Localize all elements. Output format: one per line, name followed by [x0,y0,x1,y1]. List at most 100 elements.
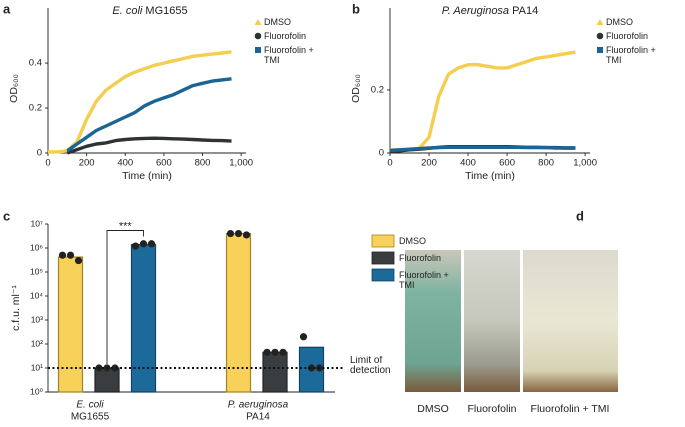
y-tick-label: 10³ [31,314,43,324]
photo-fluorofolin-tmi [523,250,618,392]
legend-label: Fluorofolin + TMI [264,45,314,65]
significance-bracket [106,230,144,364]
legend-swatch [371,234,395,248]
replicate-point [299,333,308,341]
legend-label: Fluorofolin [264,31,307,41]
legend-label-box: Fluorofolin + TMI [399,270,449,290]
x-tick-label: 1,000 [573,158,597,169]
photo-dmso [405,250,461,392]
y-tick-label: 10² [31,338,43,348]
replicate-point [279,348,287,356]
replicate-point [66,251,75,259]
reference-label-box: Limit of detection [350,356,391,376]
replicate-point [226,229,235,238]
legend-marker [597,47,603,53]
legend-marker [255,47,261,53]
x-tick-label: 0 [45,158,50,169]
legend-marker [596,19,604,25]
y-tick-label: 10⁷ [30,218,43,228]
photo-label: DMSO [417,403,449,415]
x-tick-label: 1,000 [229,158,253,169]
y-axis-label: OD₆₀₀ [8,74,20,103]
x-tick-label: 800 [538,158,554,169]
replicate-point [234,229,243,238]
bar [262,351,288,393]
replicate-point [147,240,156,248]
legend-label: DMSO [264,17,291,27]
replicate-point [242,231,251,239]
significance-label: *** [119,220,133,232]
legend-label: Fluorofolin [606,31,649,41]
legend-swatch [371,268,395,282]
legend-marker [596,32,604,40]
legend-label-box: DMSO [264,17,291,27]
bar [94,367,120,393]
x-axis-label: Time (min) [465,170,515,182]
y-tick-label: 10⁴ [30,290,43,300]
y-tick-label: 10⁵ [30,266,43,276]
x-tick-label: P. aeruginosa [228,400,289,411]
photo-fluorofolin [464,250,520,392]
series-line [66,77,232,153]
title-strain: PA14 [512,5,538,17]
y-axis-label: c.f.u. ml⁻¹ [10,285,22,331]
series-line [66,136,232,155]
y-tick-label: 10¹ [31,362,43,372]
x-tick-label: 0 [387,158,392,169]
legend-label-box: Fluorofolin + TMI [264,45,314,65]
x-axis-label: Time (min) [122,170,172,182]
replicate-point [307,364,316,372]
bar [225,232,252,393]
legend-label-box: Fluorofolin + TMI [606,45,656,65]
replicate-point [271,348,279,356]
photo-label: Fluorofolin + TMI [531,403,610,415]
axes [389,8,590,154]
y-axis-label: OD₆₀₀ [350,74,362,103]
panel-letter: d [576,208,584,223]
title-organism: P. Aeruginosa [442,5,509,17]
replicate-point [263,348,271,356]
title-strain: MG1655 [145,5,187,17]
legend-label: Fluorofolin [399,253,442,263]
y-tick-label: 0 [379,148,384,159]
legend-label-box: Fluorofolin [399,253,442,263]
replicate-point [131,242,140,250]
chart-title: P. Aeruginosa PA14 [442,5,538,17]
legend-swatch [371,251,395,265]
legend-marker [254,19,262,25]
x-tick-label: MG1655 [71,412,110,423]
chart-title: E. coli MG1655 [112,5,187,17]
panel-letter: c [3,208,10,223]
series-line [48,50,232,154]
y-tick-label: 0.2 [29,103,42,114]
x-tick-label: 400 [117,158,133,169]
x-tick-label: 200 [79,158,95,169]
series-line [390,50,576,152]
x-tick-label: E. coli [76,400,104,411]
replicate-point [111,364,119,372]
bar [130,243,157,393]
x-tick-label: 400 [460,158,476,169]
photo-label: Fluorofolin [467,403,516,415]
y-tick-label: 0.2 [371,84,384,95]
reference-label: Limit of detection [350,356,391,376]
y-tick-label: 10⁰ [30,386,43,396]
legend-label-box: DMSO [399,236,426,246]
bar [57,256,84,393]
replicate-point [139,240,148,248]
replicate-point [74,256,83,265]
legend-label: Fluorofolin + TMI [399,270,449,290]
y-tick-label: 0 [37,148,42,159]
legend-label: DMSO [606,17,633,27]
legend-label: Fluorofolin + TMI [606,45,656,65]
x-tick-label: PA14 [246,412,270,423]
photo-panel [405,250,618,392]
legend-label-box: Fluorofolin [606,31,649,41]
series-line [389,145,576,153]
replicate-point [58,251,67,259]
x-tick-label: 200 [421,158,437,169]
panel-letter: b [352,1,360,16]
legend-marker [254,32,262,40]
legend-label-box: Fluorofolin [264,31,307,41]
